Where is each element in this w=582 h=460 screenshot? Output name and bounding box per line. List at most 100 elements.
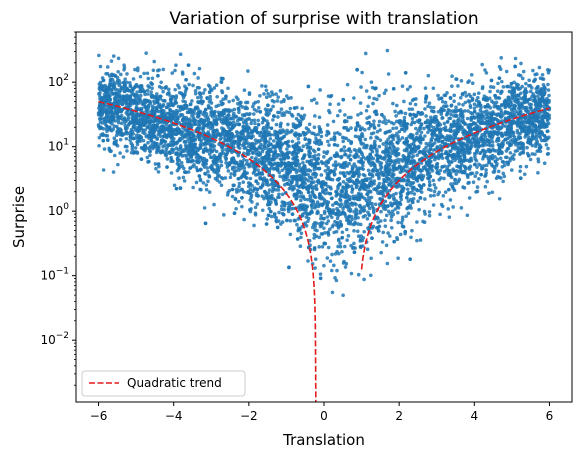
scatter-point [277,192,281,197]
scatter-point [299,115,304,120]
scatter-point [327,157,332,162]
scatter-point [230,194,235,199]
scatter-point [101,84,105,89]
scatter-point [288,219,293,223]
scatter-point [457,148,461,152]
scatter-point [364,89,369,93]
scatter-point [395,235,399,240]
scatter-point [354,196,359,201]
scatter-point [116,56,121,61]
scatter-point [378,219,383,223]
scatter-point [307,122,312,127]
scatter-point [369,195,374,200]
scatter-point [232,172,237,176]
scatter-point [386,137,390,142]
scatter-point [336,237,341,242]
scatter-point [245,159,249,163]
scatter-point [299,231,304,236]
scatter-point [180,70,185,74]
scatter-point [415,153,420,157]
scatter-point [364,144,368,148]
scatter-point [454,77,458,81]
scatter-point [519,96,524,101]
scatter-point [405,87,410,92]
scatter-point [411,197,416,201]
scatter-point [511,133,515,138]
scatter-point [472,139,477,144]
scatter-point [264,95,269,100]
scatter-point [520,101,524,106]
scatter-point [437,97,441,101]
scatter-point [537,112,542,116]
scatter-point [410,135,415,140]
scatter-point [317,221,322,226]
scatter-point [111,54,116,58]
scatter-point [128,84,133,89]
scatter-point [171,95,175,99]
scatter-point [408,101,413,106]
scatter-point [332,230,336,235]
scatter-point [272,144,276,148]
scatter-point [316,161,321,166]
scatter-point [419,190,424,194]
scatter-point [182,153,187,158]
chart-title: Variation of surprise with translation [169,9,478,29]
scatter-point [170,116,174,121]
scatter-point [361,172,366,177]
scatter-point [341,293,345,298]
scatter-point [240,204,244,209]
scatter-point [451,205,455,209]
scatter-point [488,154,493,159]
scatter-point [361,167,366,171]
scatter-point [384,121,388,126]
scatter-point [266,191,271,195]
scatter-point [145,88,150,93]
scatter-point [370,201,374,206]
scatter-point [532,79,536,84]
scatter-point [227,99,231,104]
scatter-point [339,148,343,153]
scatter-point [547,93,551,98]
scatter-point [375,153,380,157]
scatter-point [396,160,401,165]
scatter-point [112,110,117,115]
scatter-point [428,105,433,110]
scatter-point [296,136,301,141]
scatter-point [169,171,174,175]
scatter-point [355,167,360,171]
scatter-point [354,152,359,156]
scatter-point [530,152,535,156]
scatter-point [224,157,228,162]
scatter-point [126,94,131,99]
scatter-point [101,126,106,131]
scatter-point [280,192,285,197]
scatter-point [237,184,241,189]
scatter-point [328,102,332,107]
scatter-point [359,140,363,145]
scatter-point [410,107,415,111]
scatter-point [474,190,478,194]
scatter-point [388,145,392,150]
scatter-point [201,91,206,95]
scatter-point [219,159,224,164]
scatter-point [131,77,136,81]
scatter-point [499,103,504,108]
scatter-point [361,215,366,219]
scatter-point [300,214,305,218]
scatter-point [509,168,514,172]
scatter-point [190,99,194,103]
scatter-point [360,178,365,183]
scatter-point [409,142,414,147]
scatter-point [98,120,103,124]
scatter-point [206,179,210,184]
scatter-point [489,115,494,119]
scatter-point [391,165,396,169]
scatter-point [390,133,395,138]
scatter-point [288,106,293,111]
scatter-point [146,92,150,96]
scatter-point [404,136,409,141]
scatter-point [468,164,473,169]
scatter-point [410,98,415,103]
scatter-point [481,154,486,159]
scatter-point [329,268,334,273]
